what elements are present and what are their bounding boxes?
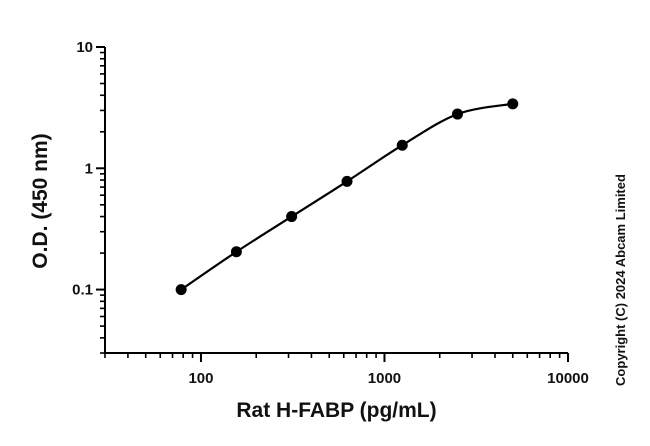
data-point	[341, 175, 353, 187]
copyright-notice: Copyright (C) 2024 Abcam Limited	[613, 174, 628, 386]
y-tick-label: 1	[85, 160, 93, 177]
data-point	[175, 284, 187, 296]
y-tick-label: 0.1	[72, 282, 93, 299]
data-point	[286, 211, 298, 223]
x-major-ticks: 100 1000 10000	[188, 353, 589, 387]
x-tick-label: 1000	[368, 370, 401, 387]
y-axis-title: O.D. (450 nm)	[29, 133, 52, 268]
data-points	[175, 98, 519, 296]
data-point	[452, 108, 464, 120]
data-point	[230, 246, 242, 258]
fit-curve-line	[180, 102, 513, 291]
data-point	[396, 139, 408, 151]
y-major-ticks: 0.1 1 10	[72, 39, 105, 299]
data-point	[507, 98, 519, 110]
x-axis-title: Rat H-FABP (pg/mL)	[236, 399, 436, 422]
x-tick-label: 10000	[547, 370, 589, 387]
x-tick-label: 100	[188, 370, 213, 387]
y-tick-label: 10	[76, 39, 93, 56]
